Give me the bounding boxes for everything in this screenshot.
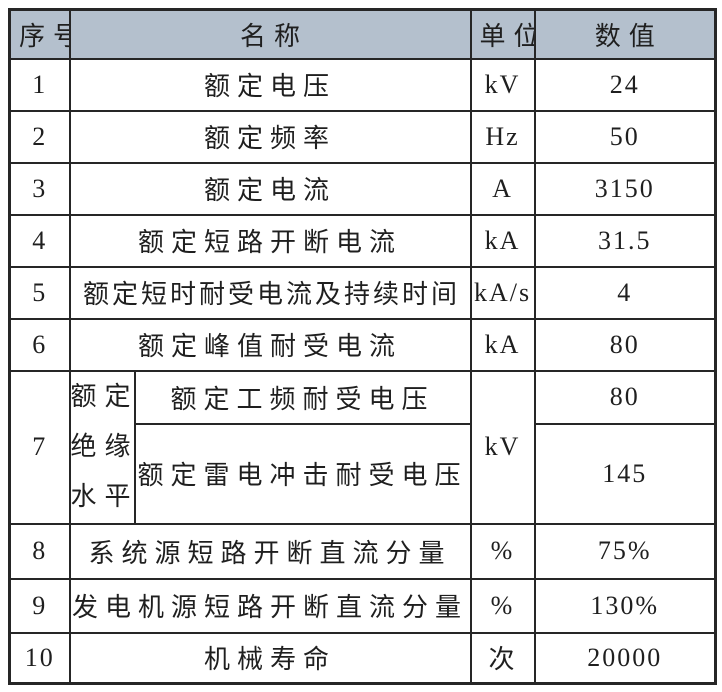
table-row-insulation-b: 额定雷电冲击耐受电压 145 [10, 422, 717, 525]
name-cell: 额定峰值耐受电流 [68, 317, 472, 372]
unit-cell: kV [469, 369, 536, 525]
spec-table: 序号 名称 单位 数值 1 额定电压 kV 24 2 额定频率 Hz 50 3 … [8, 8, 718, 685]
table-row-insulation-a: 7 额定 绝缘 水平 额定工频耐受电压 kV 80 [8, 369, 717, 525]
table-row: 6 额定峰值耐受电流 kA 80 [8, 317, 717, 372]
value-cell: 130% [533, 577, 717, 634]
value-cell: 20000 [533, 631, 717, 685]
index-cell: 10 [8, 631, 71, 685]
index-cell: 1 [8, 57, 71, 112]
name-cell: 额定短路开断电流 [68, 213, 472, 268]
group-label-line: 额定 [70, 382, 135, 411]
value-cell: 145 [533, 422, 717, 525]
table-row: 5 额定短时耐受电流及持续时间 kA/s 4 [8, 265, 717, 320]
value-cell: 50 [533, 109, 717, 164]
index-cell: 5 [8, 265, 71, 320]
index-cell: 3 [8, 161, 71, 216]
table-row: 3 额定电流 A 3150 [8, 161, 717, 216]
value-cell: 80 [533, 317, 717, 372]
name-cell: 额定雷电冲击耐受电压 [133, 422, 472, 525]
name-cell: 系统源短路开断直流分量 [68, 522, 472, 580]
index-cell: 2 [8, 109, 71, 164]
index-cell: 7 [8, 369, 71, 525]
name-cell: 机械寿命 [68, 631, 472, 685]
name-cell: 额定频率 [68, 109, 472, 164]
index-cell: 8 [8, 522, 71, 580]
unit-cell: Hz [469, 109, 536, 164]
name-cell: 额定短时耐受电流及持续时间 [68, 265, 472, 320]
unit-cell: A [469, 161, 536, 216]
header-index: 序号 [8, 8, 71, 60]
unit-cell: kV [469, 57, 536, 112]
unit-cell: kA [469, 213, 536, 268]
index-cell: 9 [8, 577, 71, 634]
index-cell: 4 [8, 213, 71, 268]
unit-cell: kA [469, 317, 536, 372]
group-label-line: 绝缘 [70, 432, 135, 461]
value-cell: 24 [533, 57, 717, 112]
index-cell: 6 [8, 317, 71, 372]
name-cell: 发电机源短路开断直流分量 [68, 577, 472, 634]
unit-cell: % [469, 577, 536, 634]
table-row: 1 额定电压 kV 24 [8, 57, 717, 112]
header-name: 名称 [68, 8, 472, 60]
table-row: 8 系统源短路开断直流分量 % 75% [8, 522, 717, 580]
name-cell: 额定工频耐受电压 [133, 369, 472, 425]
unit-cell: kA/s [469, 265, 536, 320]
value-cell: 75% [533, 522, 717, 580]
header-value: 数值 [533, 8, 717, 60]
table-row: 9 发电机源短路开断直流分量 % 130% [8, 577, 717, 634]
name-cell: 额定电流 [68, 161, 472, 216]
group-label-line: 水平 [70, 482, 135, 511]
header-row: 序号 名称 单位 数值 [8, 8, 717, 60]
table-row: 10 机械寿命 次 20000 [8, 631, 717, 685]
value-cell: 31.5 [533, 213, 717, 268]
value-cell: 4 [533, 265, 717, 320]
name-cell: 额定电压 [68, 57, 472, 112]
table-row: 2 额定频率 Hz 50 [8, 109, 717, 164]
table-row: 4 额定短路开断电流 kA 31.5 [8, 213, 717, 268]
unit-cell: 次 [469, 631, 536, 685]
value-cell: 80 [533, 369, 717, 425]
header-unit: 单位 [469, 8, 536, 60]
value-cell: 3150 [533, 161, 717, 216]
group-label-cell: 额定 绝缘 水平 [68, 369, 136, 525]
unit-cell: % [469, 522, 536, 580]
